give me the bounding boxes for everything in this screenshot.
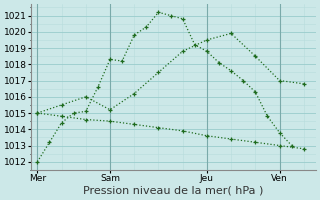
X-axis label: Pression niveau de la mer( hPa ): Pression niveau de la mer( hPa ) [84,186,264,196]
